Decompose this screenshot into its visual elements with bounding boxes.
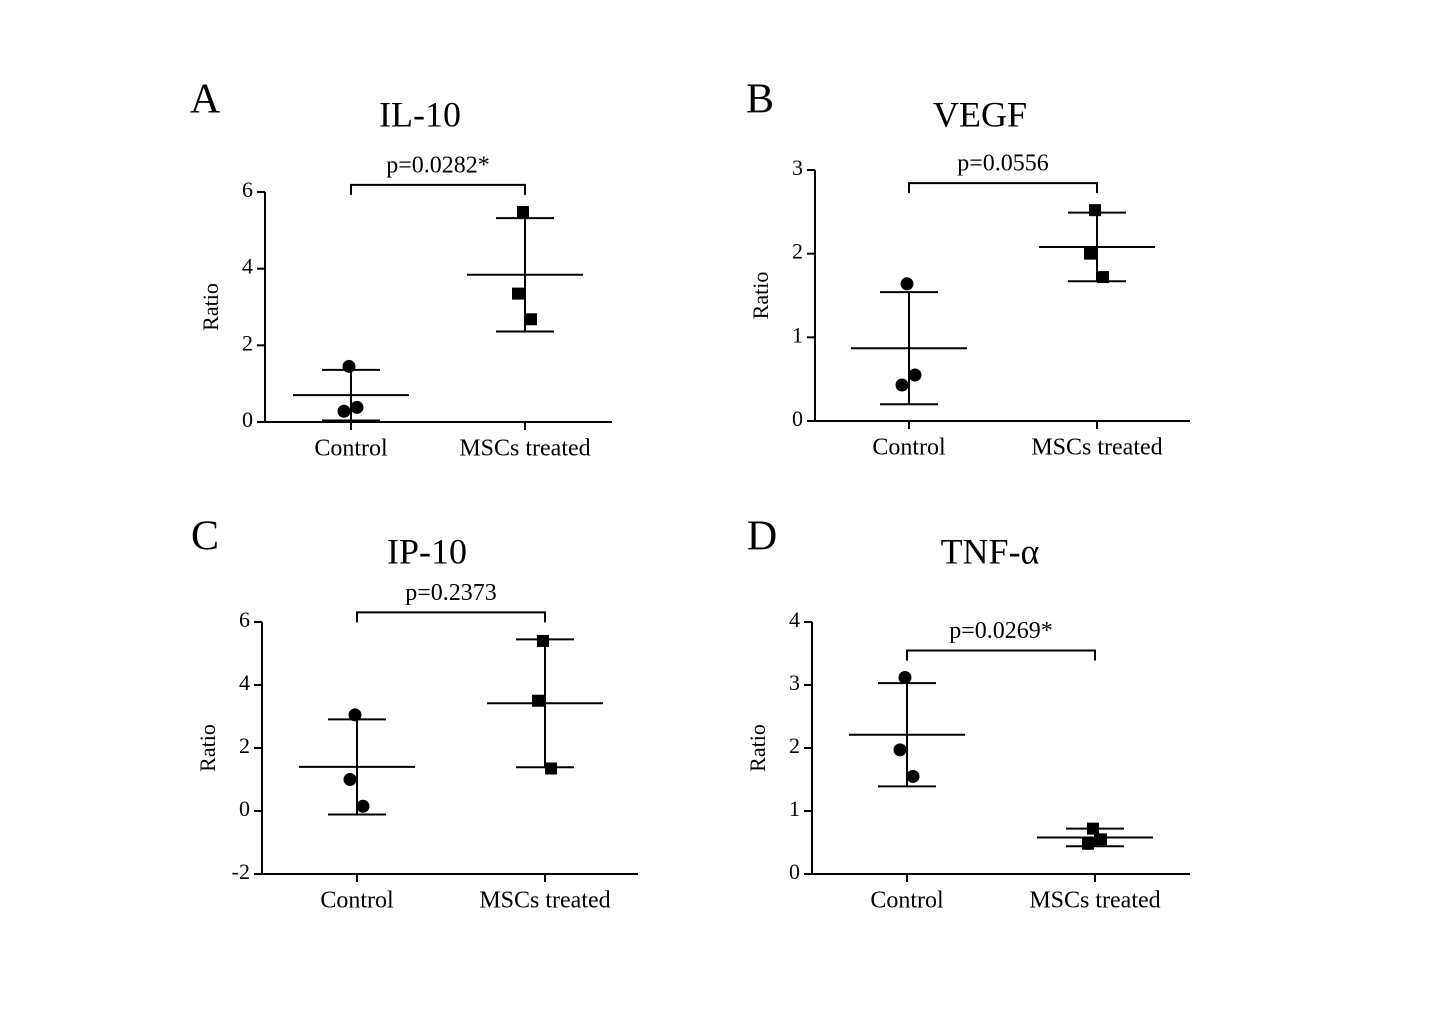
x-tick-label: Control — [872, 435, 946, 461]
y-axis-label: Ratio — [748, 272, 773, 320]
significance-bracket — [356, 611, 546, 623]
x-tick-label: Control — [314, 436, 388, 462]
point — [517, 205, 529, 218]
point — [893, 743, 907, 757]
y-tick-label: 4 — [239, 670, 250, 695]
y-tick-label: 2 — [239, 733, 250, 758]
point — [537, 634, 549, 647]
x-tick-label: MSCs treated — [459, 436, 590, 462]
chart-title: TNF-α — [941, 531, 1040, 571]
y-tick-label: 0 — [789, 859, 800, 884]
x-tick-label: MSCs treated — [1031, 435, 1162, 461]
y-tick-label: 1 — [792, 322, 803, 347]
y-axis-label: Ratio — [195, 724, 220, 772]
point — [532, 694, 544, 707]
p-value-annotation: p=0.0282* — [386, 152, 490, 178]
x-tick-label: MSCs treated — [1029, 888, 1160, 914]
significance-bracket — [350, 183, 526, 195]
x-tick-label: Control — [320, 888, 394, 914]
x-tick-label: Control — [870, 888, 944, 914]
point — [908, 368, 922, 382]
point — [1089, 204, 1101, 217]
point — [1082, 837, 1094, 850]
y-tick-label: 3 — [792, 155, 803, 180]
y-tick-label: 4 — [789, 607, 800, 632]
y-tick-label: 4 — [242, 254, 253, 279]
y-tick-label: 0 — [239, 796, 250, 821]
chart-title: IL-10 — [379, 94, 461, 134]
p-value-annotation: p=0.0269* — [949, 618, 1053, 644]
y-axis-label: Ratio — [198, 283, 223, 331]
point — [343, 773, 357, 786]
y-axis-label: Ratio — [745, 724, 770, 772]
point — [512, 287, 524, 300]
y-tick-label: 1 — [789, 796, 800, 821]
point — [337, 404, 351, 418]
y-tick-label: 2 — [792, 239, 803, 264]
point — [906, 769, 920, 783]
y-tick-label: 6 — [242, 177, 253, 202]
panel-letter: B — [746, 77, 774, 123]
point — [895, 378, 909, 392]
y-tick-label: -2 — [232, 859, 250, 884]
y-tick-label: 6 — [239, 607, 250, 632]
point — [1095, 833, 1107, 846]
panel-letter: C — [191, 514, 219, 560]
chart-title: IP-10 — [387, 531, 467, 571]
point — [1097, 271, 1109, 284]
point — [900, 277, 914, 291]
point — [350, 400, 364, 414]
point — [545, 762, 557, 775]
panel-letter: A — [190, 77, 221, 123]
point — [342, 359, 356, 373]
x-tick-label: MSCs treated — [479, 888, 610, 914]
chart-title: VEGF — [933, 94, 1027, 134]
y-tick-label: 2 — [242, 330, 253, 355]
point — [348, 708, 362, 722]
panel-letter: D — [747, 514, 777, 560]
significance-bracket — [908, 182, 1098, 194]
significance-bracket — [906, 649, 1096, 661]
p-value-annotation: p=0.0556 — [957, 151, 1049, 177]
y-tick-label: 2 — [789, 733, 800, 758]
y-tick-label: 3 — [789, 670, 800, 695]
point — [898, 670, 912, 684]
point — [525, 313, 537, 326]
point — [1084, 247, 1096, 260]
y-tick-label: 0 — [242, 407, 253, 432]
p-value-annotation: p=0.2373 — [405, 580, 497, 606]
point — [1087, 822, 1099, 835]
point — [356, 799, 370, 813]
y-tick-label: 0 — [792, 406, 803, 431]
